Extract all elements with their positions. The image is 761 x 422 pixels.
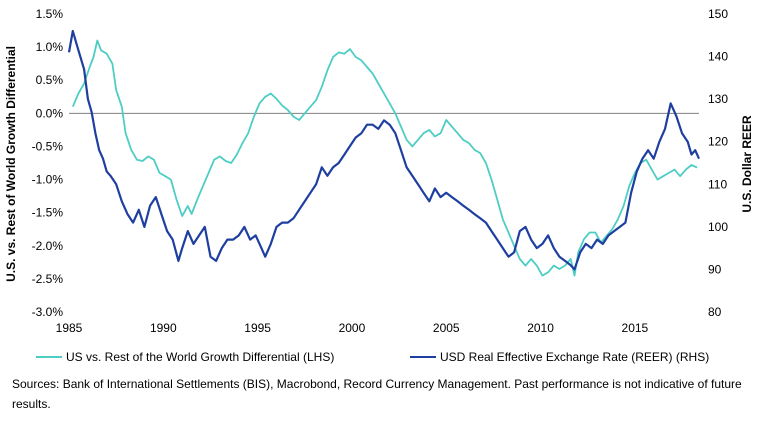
left-axis-title: U.S. vs. Rest of World Growth Differenti… [4,46,18,282]
x-axis-ticks: 1985 1990 1995 2000 2005 2010 2015 [56,321,649,335]
left-tick-label: 0.0% [36,106,64,120]
right-tick-label: 130 [708,92,728,106]
footnote: Sources: Bank of International Settlemen… [12,377,742,411]
x-tick-label: 1985 [56,321,83,335]
growth-differential-line [71,39,698,277]
right-tick-label: 110 [708,177,727,191]
right-tick-label: 120 [708,135,728,149]
left-tick-label: -1.0% [32,173,64,187]
legend: US vs. Rest of the World Growth Differen… [36,350,709,364]
series-layer [67,29,701,277]
left-tick-label: 0.5% [36,73,64,87]
chart: 1.5% 1.0% 0.5% 0.0% -0.5% -1.0% -1.5% -2.0% -2.5… [4,7,754,364]
right-tick-label: 90 [708,262,722,276]
right-axis-ticks: 150 140 130 120 110 100 90 80 [708,7,728,319]
x-tick-label: 2005 [433,321,460,335]
right-tick-label: 100 [708,220,728,234]
left-tick-label: -3.0% [32,305,64,319]
x-tick-label: 1990 [150,321,177,335]
right-tick-label: 80 [708,305,722,319]
left-axis-ticks: 1.5% 1.0% 0.5% 0.0% -0.5% -1.0% -1.5% -2.0% -2.5… [32,7,64,319]
reer-line [67,29,701,271]
legend-label-reer: USD Real Effective Exchange Rate (REER) … [440,350,709,364]
left-tick-label: 1.5% [36,7,64,21]
left-tick-label: -2.5% [32,272,64,286]
left-tick-label: -0.5% [32,139,64,153]
legend-label-growth-differential: US vs. Rest of the World Growth Differen… [66,350,334,364]
left-tick-label: -2.0% [32,239,64,253]
x-tick-label: 2010 [527,321,554,335]
right-tick-label: 140 [708,50,728,64]
x-tick-label: 2015 [622,321,649,335]
x-tick-label: 1995 [244,321,271,335]
right-axis-title: U.S. Dollar REER [740,115,754,213]
left-tick-label: -1.5% [32,206,64,220]
x-tick-label: 2000 [339,321,366,335]
left-tick-label: 1.0% [36,40,64,54]
right-tick-label: 150 [708,7,728,21]
